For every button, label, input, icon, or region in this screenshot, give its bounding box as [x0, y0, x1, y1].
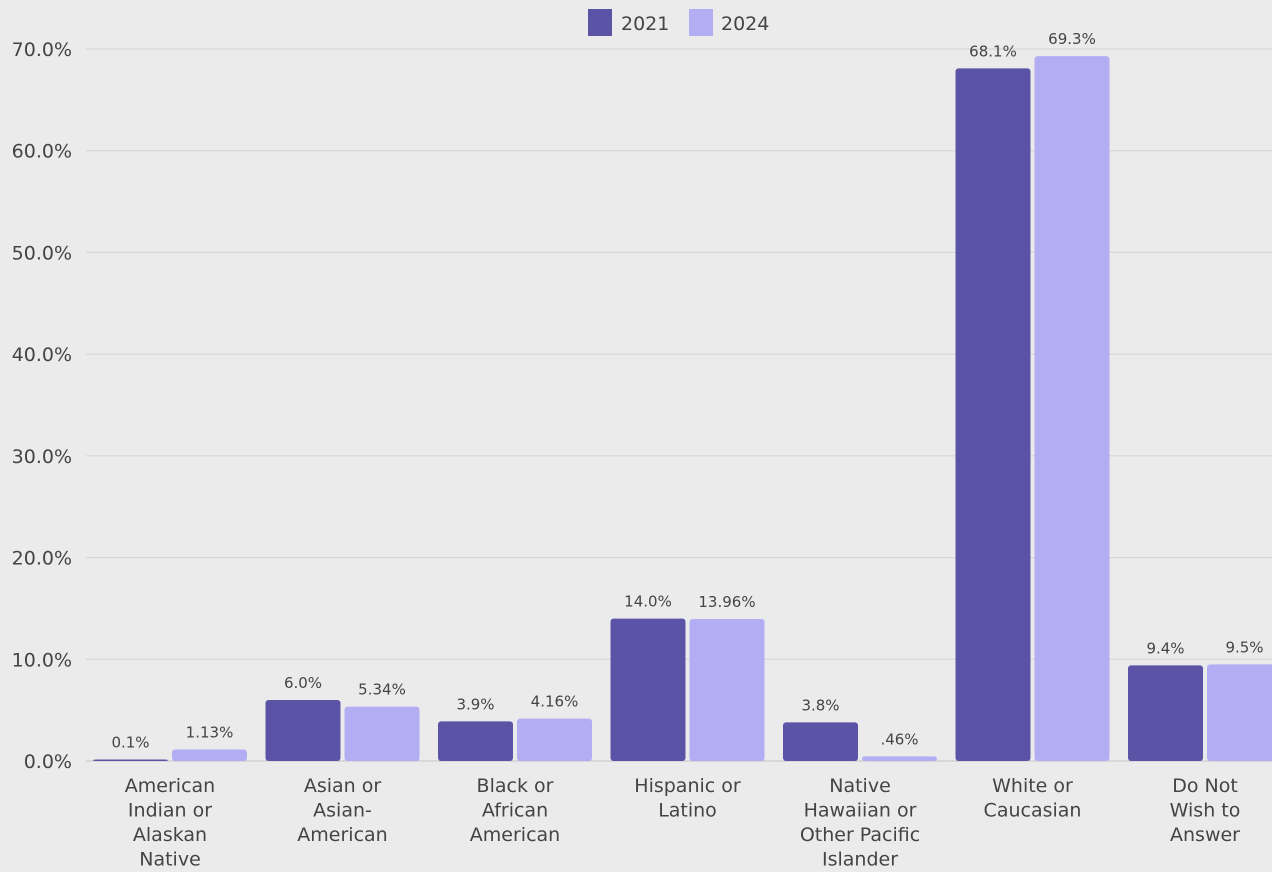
x-tick-label: White or	[992, 775, 1073, 797]
x-tick-label: Asian-	[313, 800, 372, 822]
data-label-2024: 9.5%	[1225, 638, 1263, 656]
x-tick-label: Other Pacific	[800, 824, 920, 846]
data-label-2024: 4.16%	[531, 693, 579, 711]
data-label-2024: 13.96%	[698, 593, 755, 611]
y-tick-label: 10.0%	[12, 649, 72, 671]
x-tick-label: African	[482, 800, 548, 822]
x-tick-label: Alaskan	[133, 824, 207, 846]
bar-2021	[265, 699, 341, 761]
bar-2024	[517, 718, 592, 761]
data-label-2024: 1.13%	[186, 724, 234, 742]
bar-2021	[955, 68, 1031, 762]
y-tick-label: 50.0%	[12, 242, 72, 264]
data-label-2021: 3.8%	[801, 696, 839, 714]
y-tick-label: 20.0%	[12, 548, 72, 570]
data-label-2021: 9.4%	[1146, 639, 1184, 657]
data-label-2021: 14.0%	[624, 593, 672, 611]
data-label-2021: 68.1%	[969, 42, 1017, 60]
bar-2024	[172, 749, 247, 761]
y-axis: 0.0% 10.0% 20.0% 30.0% 40.0% 50.0% 60.0% 70.0%	[12, 39, 72, 773]
gridlines	[86, 48, 1272, 762]
x-tick-label: Native	[139, 849, 201, 871]
bars	[93, 56, 1272, 762]
bar-2024	[344, 706, 420, 761]
x-tick-label: Black or	[477, 775, 554, 797]
x-tick-label: American	[470, 824, 560, 846]
x-tick-label: Wish to	[1170, 800, 1241, 822]
legend: 2021 2024	[588, 9, 769, 36]
legend-label-2021: 2021	[621, 13, 669, 35]
x-tick-label: Hawaiian or	[804, 800, 917, 822]
x-tick-label: Caucasian	[984, 800, 1082, 822]
x-tick-label: Latino	[658, 800, 717, 822]
bar-2021	[1128, 665, 1203, 761]
bar-2021	[438, 721, 513, 761]
x-tick-label: Asian or	[304, 775, 382, 797]
x-tick-label: Indian or	[128, 800, 212, 822]
data-label-2021: 0.1%	[111, 734, 149, 752]
data-label-2024: .46%	[880, 730, 918, 748]
bar-2024	[1207, 664, 1272, 761]
data-label-2021: 6.0%	[284, 674, 322, 692]
x-tick-label: American	[125, 775, 215, 797]
bar-2024	[689, 619, 765, 761]
x-tick-label: American	[297, 824, 387, 846]
data-label-2024: 5.34%	[358, 681, 406, 699]
x-tick-label: Do Not	[1172, 775, 1238, 797]
bar-2021	[783, 722, 858, 761]
y-tick-label: 40.0%	[12, 344, 72, 366]
x-tick-label: Native	[829, 775, 891, 797]
y-tick-label: 0.0%	[24, 751, 72, 773]
x-tick-label: Hispanic or	[634, 775, 741, 797]
data-labels: 0.1% 1.13% 6.0% 5.34% 3.9% 4.16% 14.0% 13.96% 3.…	[111, 30, 1263, 751]
legend-swatch-2021	[588, 9, 612, 36]
x-tick-label: Islander	[822, 849, 898, 871]
x-tick-label: Answer	[1170, 824, 1240, 846]
legend-label-2024: 2024	[721, 13, 769, 35]
bar-2024	[862, 756, 937, 761]
data-label-2021: 3.9%	[456, 695, 494, 713]
legend-swatch-2024	[689, 9, 713, 36]
y-tick-label: 60.0%	[12, 141, 72, 163]
bar-2021	[93, 759, 168, 761]
bar-2021	[610, 618, 686, 761]
y-tick-label: 70.0%	[12, 39, 72, 61]
data-label-2024: 69.3%	[1048, 30, 1096, 48]
bar-2024	[1034, 56, 1110, 762]
y-tick-label: 30.0%	[12, 446, 72, 468]
